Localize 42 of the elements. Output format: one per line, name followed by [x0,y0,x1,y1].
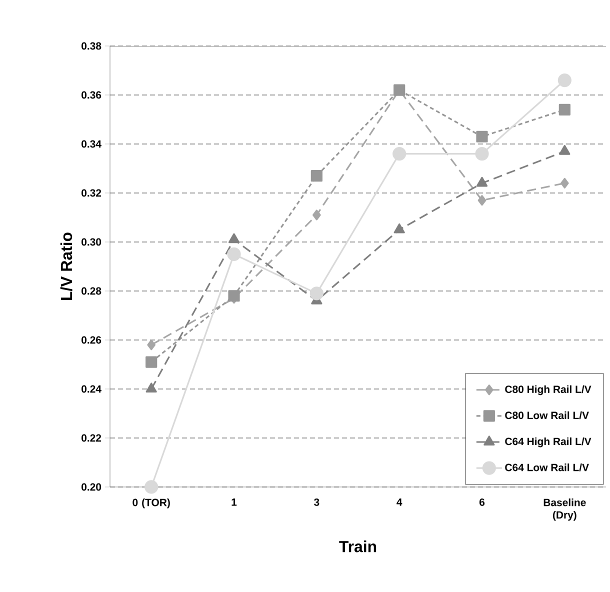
y-tick-label: 0.20 [82,483,102,491]
point [146,356,158,368]
legend-label: C80 High Rail L/V [505,385,592,396]
y-tick-label: 0.28 [82,287,102,295]
point [146,382,157,393]
y-tick-label: 0.34 [82,140,102,148]
point [476,176,488,187]
y-tick-label: 0.22 [82,434,102,442]
point [228,290,240,302]
y-axis-title: L/V Ratio [60,232,72,300]
point [228,233,240,244]
point [475,146,489,161]
x-tick-label: Baseline (Dry) [544,498,586,521]
point [559,145,570,155]
y-tick-label: 0.24 [82,385,102,393]
legend-label: C64 High Rail L/V [505,437,592,448]
legend-label: C64 Low Rail L/V [505,464,589,472]
point [394,223,405,234]
point [310,286,324,300]
point [227,247,241,262]
point [310,170,322,182]
point [392,146,406,161]
x-tick-label: 6 [479,498,485,506]
x-tick-label: 0 (TOR) [132,498,170,508]
y-tick-label: 0.30 [82,238,102,246]
point [558,104,570,116]
y-tick-label: 0.38 [82,42,102,50]
y-tick-label: 0.32 [82,189,102,197]
point [560,178,569,188]
y-tick-label: 0.36 [82,91,102,99]
y-tick-label: 0.26 [82,336,102,344]
point [312,210,321,220]
x-tick-label: 4 [396,498,402,506]
point [478,195,486,206]
x-tick-label: 1 [232,498,237,506]
x-tick-label: 3 [314,498,320,506]
point [147,340,156,350]
point [558,73,572,88]
point [144,480,158,494]
point [476,130,488,142]
legend-label: C80 Low Rail L/V [505,411,589,420]
x-axis-title: Train [339,540,376,552]
